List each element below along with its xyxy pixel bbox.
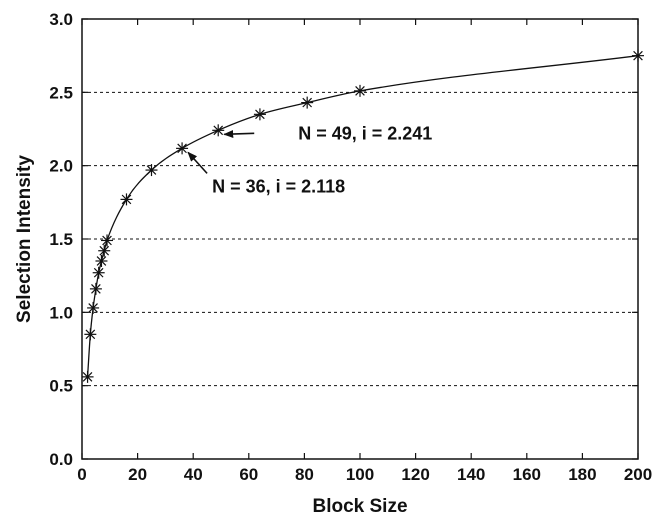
y-axis-title: Selection Intensity (14, 155, 35, 323)
x-tick-label: 200 (624, 465, 652, 484)
annotation-label: N = 49, i = 2.241 (298, 123, 432, 143)
marker-stroke (177, 143, 187, 154)
grid-lines (82, 91, 638, 387)
marker-stroke (213, 125, 224, 136)
x-axis-title: Block Size (312, 496, 407, 517)
x-tick-label: 20 (128, 465, 147, 484)
data-point (354, 84, 366, 97)
data-point (212, 124, 225, 137)
marker-stroke (88, 303, 98, 313)
marker-stroke (102, 235, 112, 246)
annotation-label: N = 36, i = 2.118 (212, 176, 345, 196)
data-point (95, 255, 108, 267)
x-tick-label: 40 (184, 465, 203, 484)
marker-stroke (96, 256, 107, 266)
marker-stroke (255, 109, 265, 120)
y-tick-label: 0.5 (49, 377, 73, 396)
data-point (101, 234, 114, 247)
data-point (176, 142, 189, 155)
data-point (98, 244, 111, 257)
marker-stroke (302, 97, 313, 108)
x-tick-label: 60 (239, 465, 258, 484)
data-point (145, 164, 158, 177)
axis-ticks: 0.0 0.5 1.0 1.5 2.0 2.5 3.0 0 20 40 60 80 100 120 140 1… (49, 10, 652, 484)
data-point (92, 266, 105, 279)
y-tick-label: 1.0 (49, 303, 73, 322)
marker-stroke (91, 284, 101, 294)
y-tick-label: 2.0 (49, 157, 73, 176)
marker-stroke (355, 86, 365, 96)
marker-stroke (99, 245, 110, 256)
x-tick-label: 160 (513, 465, 541, 484)
y-tick-label: 0.0 (49, 450, 73, 469)
marker-stroke (121, 194, 132, 205)
x-tick-label: 140 (457, 465, 485, 484)
marker-stroke (633, 50, 643, 61)
data-point (301, 96, 314, 109)
y-tick-label: 3.0 (49, 10, 73, 29)
data-point (120, 193, 133, 206)
annotations: N = 49, i = 2.241 N = 36, i = 2.118 (187, 123, 432, 196)
annotation-arrow (187, 151, 208, 174)
x-tick-label: 180 (568, 465, 596, 484)
data-point (84, 328, 97, 341)
y-tick-label: 2.5 (49, 83, 73, 102)
marker-stroke (146, 165, 157, 175)
x-tick-label: 0 (77, 465, 86, 484)
data-points (81, 49, 644, 383)
fitted-curve (86, 55, 639, 377)
marker-stroke (93, 267, 104, 278)
y-tick-label: 1.5 (49, 230, 73, 249)
x-tick-label: 80 (295, 465, 314, 484)
data-point (253, 108, 266, 121)
annotation-arrow (223, 130, 255, 139)
marker-stroke (82, 372, 93, 382)
data-point (89, 282, 102, 295)
x-tick-label: 120 (401, 465, 429, 484)
x-tick-label: 100 (346, 465, 374, 484)
data-point (632, 49, 644, 62)
data-point (81, 370, 94, 383)
marker-stroke (85, 329, 96, 340)
data-point (87, 301, 100, 314)
